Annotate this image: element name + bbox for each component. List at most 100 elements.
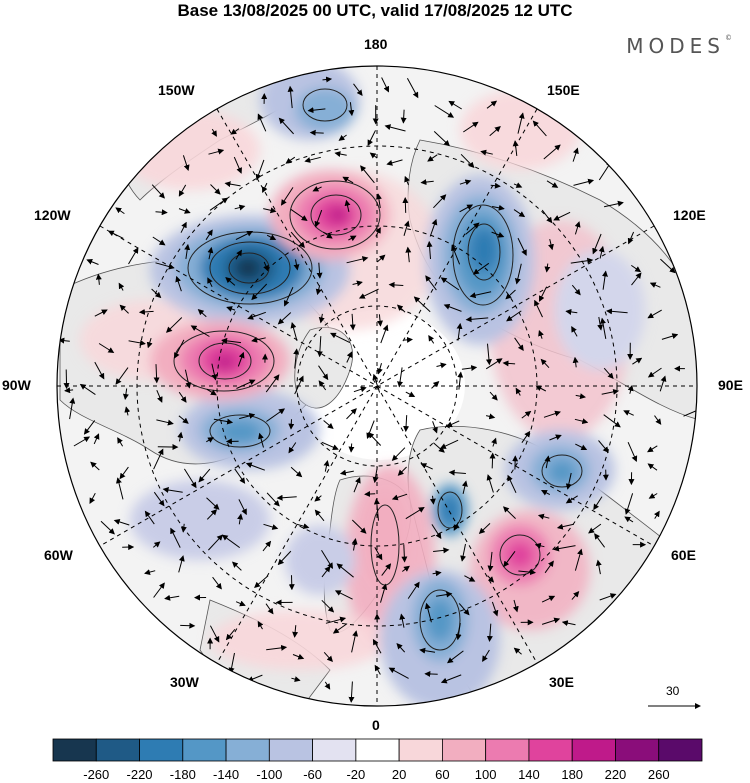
- wind-arrow: [369, 152, 378, 159]
- colorbar-tick-label: 20: [391, 767, 407, 782]
- wind-arrow: [100, 520, 115, 535]
- wind-arrow: [517, 112, 525, 134]
- wind-arrow: [507, 474, 517, 494]
- wind-arrow: [206, 437, 214, 443]
- wind-arrow: [374, 664, 381, 675]
- wind-arrow: [436, 591, 453, 598]
- wind-arrow: [572, 147, 579, 162]
- lon-label-120w: 120W: [34, 207, 71, 223]
- wind-arrow: [413, 296, 431, 313]
- wind-arrow: [138, 308, 154, 315]
- wind-arrow: [654, 415, 662, 425]
- wind-arrow: [544, 263, 551, 273]
- wind-arrow: [380, 324, 389, 344]
- wind-arrow: [210, 184, 221, 195]
- wind-arrow: [446, 420, 460, 428]
- wind-arrow: [348, 681, 355, 703]
- wind-arrow: [152, 236, 166, 246]
- wind-arrow: [258, 432, 264, 448]
- wind-arrow: [225, 628, 236, 641]
- wind-arrow: [206, 509, 218, 520]
- wind-arrow: [472, 262, 490, 275]
- wind-arrow: [211, 128, 217, 137]
- wind-arrow: [440, 674, 462, 684]
- wind-arrow: [388, 281, 404, 288]
- wind-arrow: [184, 369, 192, 389]
- wind-arrow: [541, 617, 561, 625]
- wind-arrow: [436, 362, 447, 369]
- wind-arrow: [83, 420, 96, 435]
- wind-arrow: [346, 408, 357, 420]
- wind-arrow: [595, 559, 602, 575]
- wind-arrow: [124, 406, 131, 416]
- wind-arrow: [397, 367, 403, 388]
- wind-arrow: [128, 247, 139, 265]
- wind-arrow: [469, 291, 492, 299]
- wind-arrow: [352, 280, 363, 287]
- wind-arrow: [647, 463, 658, 471]
- wind-arrow: [117, 437, 124, 447]
- wind-arrow: [456, 322, 463, 341]
- wind-arrow: [624, 493, 634, 515]
- wind-arrow: [487, 575, 495, 583]
- wind-arrow: [237, 513, 244, 525]
- wind-arrow: [518, 569, 536, 576]
- wind-arrow: [73, 436, 91, 447]
- wind-arrow: [485, 358, 503, 370]
- colorbar-swatch: [528, 738, 573, 762]
- anomaly-field: [80, 66, 645, 706]
- wind-arrow: [593, 496, 603, 511]
- lon-label-90w: 90W: [2, 377, 31, 393]
- wind-arrow: [489, 126, 501, 137]
- wind-arrow: [420, 463, 433, 470]
- wind-arrow: [627, 231, 635, 245]
- wind-arrow: [443, 303, 462, 312]
- wind-arrow: [115, 367, 129, 385]
- wind-arrow: [207, 277, 213, 288]
- wind-arrow: [304, 156, 321, 163]
- wind-arrow: [184, 243, 191, 259]
- wind-arrow: [225, 277, 236, 286]
- wind-arrow: [321, 565, 331, 578]
- wind-arrow: [296, 523, 310, 530]
- wind-arrow: [543, 144, 561, 160]
- wind-arrow: [349, 313, 356, 331]
- wind-arrow: [128, 339, 146, 346]
- wind-arrow: [190, 325, 210, 337]
- brand-text: MODES: [626, 34, 725, 58]
- wind-arrow: [146, 337, 153, 349]
- wind-arrow: [491, 231, 505, 238]
- wind-arrow: [627, 384, 634, 394]
- wind-arrow: [119, 466, 129, 480]
- reference-vector-label: 30: [666, 684, 680, 698]
- wind-arrow: [478, 523, 491, 534]
- wind-arrow: [351, 519, 367, 534]
- lon-label-0: 0: [372, 717, 380, 733]
- wind-arrow: [183, 468, 197, 489]
- wind-arrow: [534, 299, 543, 318]
- wind-arrow: [388, 667, 409, 679]
- wind-arrow: [266, 492, 280, 507]
- wind-arrow: [346, 351, 353, 363]
- wind-arrow: [322, 76, 333, 83]
- wind-arrow: [431, 381, 440, 389]
- wind-arrow: [433, 442, 445, 453]
- wind-arrow: [318, 313, 325, 324]
- wind-arrow: [98, 343, 115, 354]
- wind-arrow: [541, 209, 553, 224]
- wind-arrow: [455, 623, 462, 641]
- wind-arrow: [58, 337, 70, 344]
- wind-arrow: [153, 448, 164, 470]
- wind-arrow: [170, 527, 181, 548]
- wind-arrow: [439, 439, 459, 449]
- lon-label-60e: 60E: [671, 547, 696, 563]
- wind-arrow: [325, 616, 347, 624]
- wind-arrow: [266, 234, 277, 240]
- wind-arrow: [391, 447, 406, 462]
- wind-arrow: [346, 256, 369, 264]
- wind-arrow: [407, 581, 420, 599]
- wind-arrow: [575, 393, 586, 400]
- wind-arrow: [574, 548, 583, 571]
- wind-arrow: [433, 194, 447, 209]
- wind-arrow: [375, 193, 382, 209]
